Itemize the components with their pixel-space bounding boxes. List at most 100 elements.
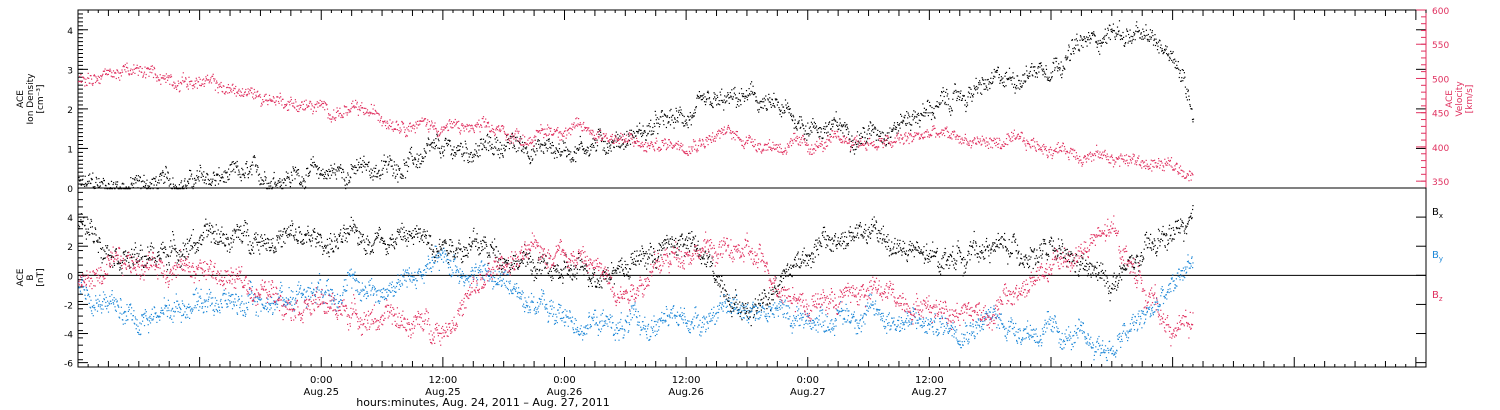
density-series-point <box>258 180 260 182</box>
velocity-series-point <box>320 103 322 106</box>
density-series-point <box>147 185 149 187</box>
density-series-point <box>82 178 84 180</box>
velocity-series-point <box>427 128 429 130</box>
velocity-series-point <box>255 96 258 98</box>
density-series-point <box>413 159 415 161</box>
velocity-series-point <box>991 140 993 142</box>
density-series-point <box>458 145 460 147</box>
density-series-point <box>1035 72 1037 74</box>
density-series-point <box>670 116 673 118</box>
bx-series-point <box>277 242 280 244</box>
density-series-point <box>722 101 724 103</box>
velocity-series-point <box>182 72 184 74</box>
density-series-point <box>775 99 777 101</box>
density-series-point <box>253 156 255 158</box>
bx-series-point <box>178 253 180 256</box>
velocity-series-point <box>1186 175 1188 177</box>
density-series-point <box>499 157 501 159</box>
velocity-series-point <box>1084 155 1086 158</box>
velocity-series-point <box>817 146 820 148</box>
density-series-point <box>619 135 621 137</box>
velocity-series-point <box>399 127 401 129</box>
density-series-point <box>107 188 109 190</box>
density-series-point <box>1058 67 1060 69</box>
bx-series-point <box>367 239 369 241</box>
density-series-point <box>396 164 398 166</box>
velocity-series-point <box>1097 150 1099 152</box>
density-series-point <box>993 75 995 77</box>
density-series-point <box>1007 78 1009 81</box>
density-series-point <box>295 170 298 172</box>
density-series-point <box>1044 73 1047 75</box>
density-series-point <box>485 149 488 151</box>
bx-series-point <box>282 234 284 236</box>
bx-series-point <box>174 244 176 246</box>
density-series-point <box>160 179 162 181</box>
density-series-point <box>864 137 866 139</box>
velocity-series-point <box>1011 131 1013 133</box>
bx-series-point <box>245 222 247 224</box>
density-series-point <box>1110 29 1112 31</box>
bx-series-point <box>227 236 229 239</box>
density-series-point <box>596 139 598 141</box>
bx-series-point <box>206 229 208 231</box>
density-series-point <box>1126 28 1128 30</box>
velocity-series-point <box>995 141 997 143</box>
velocity-series-point <box>971 145 973 147</box>
density-series-point <box>259 183 262 185</box>
velocity-series-point <box>93 74 95 76</box>
bx-series-point <box>139 259 141 261</box>
bx-series-point <box>377 237 379 239</box>
bx-series-point <box>228 243 230 245</box>
density-series-point <box>766 108 768 110</box>
bx-series-point <box>264 243 266 245</box>
velocity-series-point <box>1034 141 1036 143</box>
velocity-series-point <box>475 125 477 127</box>
density-series-point <box>1017 87 1019 89</box>
density-series-point <box>564 142 566 144</box>
density-series-point <box>808 127 810 129</box>
density-series-point <box>868 128 870 130</box>
density-series-point <box>877 129 879 131</box>
velocity-series-point <box>829 136 831 138</box>
density-series-point <box>744 97 746 99</box>
velocity-series-point <box>946 126 948 128</box>
density-series-point <box>877 139 879 141</box>
velocity-series-point <box>812 148 814 150</box>
velocity-series-point <box>792 140 794 142</box>
density-series-point <box>400 177 402 179</box>
density-series-point <box>286 176 288 178</box>
density-series-point <box>393 172 395 174</box>
velocity-series-point <box>870 143 872 145</box>
velocity-series-point <box>921 133 923 135</box>
bx-series-point <box>343 224 345 226</box>
density-series-point <box>534 151 536 153</box>
density-series-point <box>156 188 158 190</box>
density-series-point <box>1050 72 1052 74</box>
right-axis-label: ACEVelocity[km/s] <box>1445 81 1475 117</box>
density-series-point <box>210 184 212 186</box>
density-series-point <box>304 188 306 190</box>
density-series-point <box>766 109 768 111</box>
bx-series-point <box>232 230 234 232</box>
density-series-point <box>195 182 197 184</box>
bx-series-point <box>217 241 219 243</box>
density-series-point <box>1186 88 1188 90</box>
bx-series-point <box>301 243 303 245</box>
density-series-point <box>499 141 501 144</box>
velocity-series-point <box>437 136 439 138</box>
density-series-point <box>814 123 816 125</box>
velocity-series-point <box>402 122 405 124</box>
velocity-series-point <box>695 149 697 151</box>
density-series-point <box>587 147 589 149</box>
velocity-series-point <box>1103 154 1105 156</box>
velocity-series-point <box>414 132 416 134</box>
density-series-point <box>573 159 575 161</box>
density-series-point <box>455 152 457 154</box>
velocity-series-point <box>824 148 826 150</box>
velocity-series-point <box>1074 149 1076 151</box>
velocity-series-point <box>225 91 227 93</box>
velocity-series-point <box>410 126 412 128</box>
density-series-point <box>363 155 365 157</box>
density-series-point <box>299 184 301 186</box>
